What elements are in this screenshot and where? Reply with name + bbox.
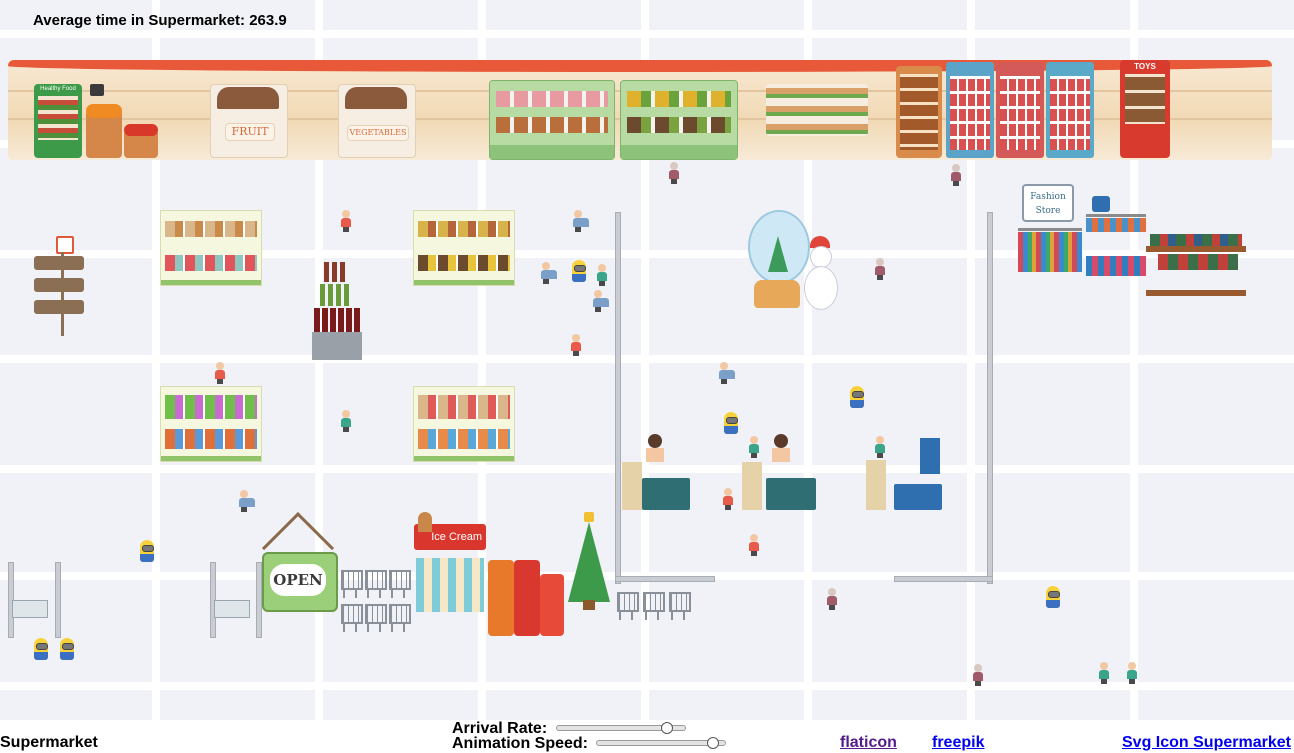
animation-speed-label: Animation Speed:	[452, 735, 589, 752]
direction-signpost	[34, 236, 84, 336]
vending-machine-orange	[488, 560, 514, 636]
checkout-counter-2	[742, 434, 818, 512]
family-shopper	[540, 262, 558, 284]
open-sign-label: OPEN	[270, 564, 326, 596]
shopping-cart[interactable]	[386, 566, 411, 600]
elderly-shopper	[874, 258, 886, 280]
family-shopper	[572, 210, 590, 232]
snowman-decoration	[802, 236, 838, 312]
gate-scanner-2	[214, 600, 250, 618]
toys-sign: TOYS	[1134, 62, 1156, 71]
entrance-gate-left-2	[55, 562, 61, 638]
fashion-store-section: Fashion Store	[1018, 184, 1248, 312]
fruit-sign: FRUIT	[225, 123, 275, 141]
shopper	[596, 264, 608, 286]
arrival-rate-slider[interactable]	[556, 725, 686, 731]
family-shopper	[718, 362, 736, 384]
vegetable-bin: VEGETABLES	[338, 84, 416, 158]
elderly-shopper	[950, 164, 962, 186]
aisle-shelf-toiletries	[413, 386, 515, 462]
wall-cabinet-bottles	[896, 66, 942, 158]
toys-vending-machine: TOYS	[1120, 60, 1170, 158]
snow-globe-decoration	[748, 210, 810, 310]
checkout-rail-bottom-left	[615, 576, 715, 582]
shopper	[214, 362, 226, 384]
gate-scanner-1	[12, 600, 48, 618]
elderly-shopper	[826, 588, 838, 610]
minion-shopper	[140, 540, 154, 562]
aisle-shelf-canned	[413, 210, 515, 286]
minion-shopper	[1046, 586, 1060, 608]
checkout-rail-bottom-right	[894, 576, 993, 582]
healthy-food-sign: Healthy Food	[40, 86, 76, 92]
aisle-shelf-detergent	[160, 386, 262, 462]
svg-icon-supermarket-link[interactable]: Svg Icon Supermarket	[1122, 734, 1291, 751]
average-time-display: Average time in Supermarket: 263.9	[33, 12, 287, 29]
entrance-gate-right-2	[256, 562, 262, 638]
control-bar: Supermarket Arrival Rate: Animation Spee…	[0, 720, 1294, 752]
vending-machine-red	[514, 560, 540, 636]
shopper	[722, 488, 734, 510]
family-shopper	[238, 490, 256, 512]
shopper	[1126, 662, 1138, 684]
freepik-link[interactable]: freepik	[932, 734, 985, 751]
shopper	[748, 534, 760, 556]
minion-shopper	[34, 638, 48, 660]
vending-machine-healthy: Healthy Food	[34, 84, 82, 158]
shopper	[340, 410, 352, 432]
shopping-cart[interactable]	[614, 588, 639, 622]
shopping-cart[interactable]	[640, 588, 665, 622]
aisle-shelf-snacks	[160, 210, 262, 286]
wall-shelf-goods	[766, 84, 868, 136]
flaticon-link[interactable]: flaticon	[840, 734, 897, 751]
simulation-stage: Average time in Supermarket: 263.9 Healt…	[0, 0, 1294, 720]
animation-speed-slider[interactable]	[596, 740, 726, 746]
checkout-counter-3	[866, 438, 944, 512]
shopper	[1098, 662, 1110, 684]
minion-shopper	[850, 386, 864, 408]
fashion-store-sign: Fashion Store	[1022, 184, 1074, 222]
shopper	[340, 210, 352, 232]
gumball-machine	[540, 574, 564, 636]
shopping-cart[interactable]	[666, 588, 691, 622]
deli-case-produce	[620, 80, 738, 160]
shopping-cart[interactable]	[362, 600, 387, 634]
minion-shopper	[60, 638, 74, 660]
fridge-teal	[1046, 62, 1094, 158]
crate-tomatoes	[124, 124, 158, 158]
checkout-rail-right	[987, 212, 993, 584]
fridge-blue	[946, 62, 994, 158]
ice-cream-stand: Ice Cream	[414, 512, 486, 612]
open-sign: OPEN	[260, 512, 338, 612]
family-shopper	[592, 290, 610, 312]
shopper	[874, 436, 886, 458]
minion-shopper	[572, 260, 586, 282]
shopping-cart[interactable]	[338, 600, 363, 634]
checkout-counter-1	[622, 434, 692, 512]
arrival-rate-label: Arrival Rate:	[452, 720, 548, 737]
fridge-red	[996, 62, 1044, 158]
wine-display	[312, 262, 362, 360]
checkout-rail-left	[615, 212, 621, 584]
shopper	[570, 334, 582, 356]
shopping-cart[interactable]	[362, 566, 387, 600]
vegetables-sign: VEGETABLES	[347, 125, 409, 141]
shopping-cart[interactable]	[386, 600, 411, 634]
minion-shopper	[724, 412, 738, 434]
crate-oranges	[86, 104, 122, 158]
christmas-tree-decoration	[566, 512, 612, 612]
shopping-cart[interactable]	[338, 566, 363, 600]
page-title: Supermarket	[0, 734, 98, 751]
elderly-shopper	[972, 664, 984, 686]
scale-icon	[90, 84, 104, 96]
deli-case-meat	[489, 80, 615, 160]
shopper	[748, 436, 760, 458]
fruit-bin: FRUIT	[210, 84, 288, 158]
elderly-shopper	[668, 162, 680, 184]
